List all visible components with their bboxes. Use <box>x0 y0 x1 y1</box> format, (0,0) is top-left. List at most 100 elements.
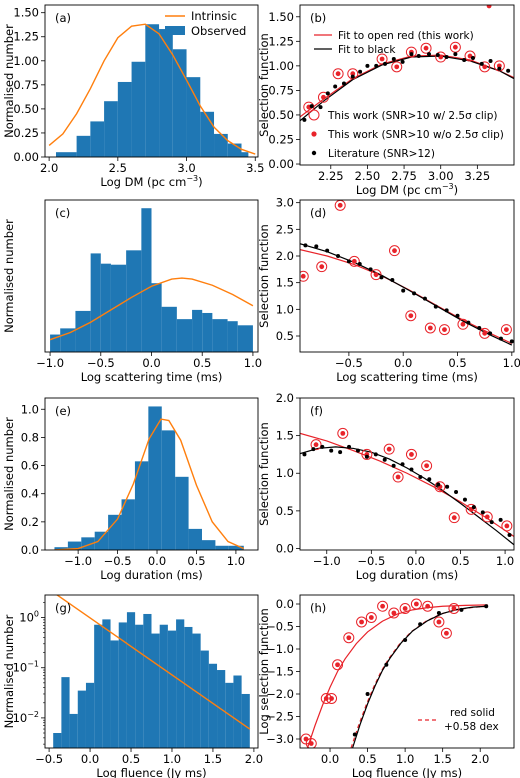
black-point <box>444 308 449 313</box>
histogram-bar <box>215 545 229 550</box>
open-red-marker <box>405 448 417 460</box>
black-point <box>302 117 307 122</box>
plot-area <box>48 23 256 157</box>
intrinsic-curve <box>49 277 254 341</box>
y-tick-label: 0.25 <box>268 132 294 146</box>
open-red-marker <box>405 310 417 322</box>
open-red-marker <box>464 50 476 62</box>
histogram-bar <box>61 677 70 748</box>
black-point <box>352 732 357 737</box>
y-tick-label: 0.6 <box>21 459 39 473</box>
black-point <box>403 638 408 642</box>
x-axis-label: Log scattering time (ms) <box>336 370 478 384</box>
plot-area <box>49 208 254 352</box>
histogram-bar <box>159 624 168 748</box>
y-axis-label: Normalised number <box>2 24 16 138</box>
histogram-bar <box>118 622 127 748</box>
histogram-bar <box>175 476 189 550</box>
panel-d: −0.5 0.0 0.5 1.0 0.5 1.0 1.5 2.0 2.5 3.0 Selection… <box>257 196 520 370</box>
panel-label: (a) <box>55 11 71 25</box>
histogram-bar <box>110 640 119 748</box>
histogram-bar <box>69 713 78 748</box>
histogram-bar <box>159 29 173 157</box>
black-point <box>479 61 484 66</box>
histogram-bar <box>100 263 111 352</box>
open-red-marker <box>303 101 315 113</box>
black-point <box>433 304 438 309</box>
x-tick-label: 1.0 <box>163 752 181 766</box>
histogram-bar <box>212 319 228 352</box>
red-point <box>380 603 385 609</box>
y-tick-label: 0.00 <box>13 150 39 164</box>
axes-frame <box>299 4 515 166</box>
open-red-marker <box>434 481 446 493</box>
red-point <box>424 463 430 469</box>
red-point <box>484 514 490 520</box>
y-axis-label: Selection function <box>257 33 271 137</box>
black-point <box>445 484 450 489</box>
histogram-bar <box>176 319 193 352</box>
red-point <box>436 619 442 625</box>
black-point <box>444 55 449 60</box>
histogram-bar <box>55 152 77 157</box>
x-tick-label: −1.0 <box>36 356 64 370</box>
histogram-bar <box>228 545 244 550</box>
black-point <box>498 517 503 522</box>
legend-observed-label: Observed <box>191 24 246 38</box>
x-axis-label: Log fluence (Jy ms) <box>352 766 462 778</box>
x-tick-label: 1.0 <box>496 554 514 568</box>
black-point <box>400 462 405 467</box>
red-point <box>335 662 340 668</box>
x-tick-label: 2.25 <box>318 169 344 183</box>
y-tick-label: 2.0 <box>276 391 294 405</box>
axes-frame <box>299 199 515 353</box>
y-tick-label: 0.5 <box>276 504 294 518</box>
panel-a: 2.0 2.5 3.0 3.5 0.00 0.25 0.50 0.75 1.00 1.25 1.50… <box>2 4 264 175</box>
y-tick-label: 0.50 <box>268 108 294 122</box>
legend-open-red-label: This work (SNR>10 w/ 2.5σ clip) <box>327 110 497 122</box>
open-red-marker <box>391 61 403 73</box>
open-red-marker <box>388 607 400 619</box>
x-axis-label: Log DM (pc cm−3) <box>100 174 202 189</box>
x-tick-label: 0.0 <box>148 554 166 568</box>
x-tick-label: 2.0 <box>40 161 58 175</box>
x-tick-label: 0.0 <box>321 752 339 766</box>
histogram-bar <box>104 101 118 157</box>
red-point <box>423 45 429 51</box>
black-point <box>489 520 494 525</box>
red-point <box>350 71 356 77</box>
open-red-marker <box>356 616 368 628</box>
red-point <box>395 474 401 480</box>
y-tick-label: 0.0 <box>276 597 294 611</box>
legend-open-red-marker <box>308 109 320 121</box>
red-point <box>482 330 488 336</box>
x-tick-label: 2.5 <box>109 161 127 175</box>
black-point <box>391 56 396 61</box>
x-tick-label: 3.25 <box>465 169 491 183</box>
black-fit-line <box>300 243 513 346</box>
red-point <box>351 258 357 264</box>
intrinsic-curve <box>48 23 256 155</box>
histogram-bar <box>54 547 68 550</box>
x-tick-label: 0.5 <box>358 752 376 766</box>
x-tick-label: 0.0 <box>394 356 412 370</box>
x-tick-label: −0.5 <box>104 554 132 568</box>
histogram-bar <box>121 499 135 550</box>
axes-frame <box>299 397 515 551</box>
histogram-bar <box>143 613 152 748</box>
black-point <box>336 254 341 258</box>
black-point <box>426 52 431 57</box>
x-tick-label: −1.0 <box>64 554 92 568</box>
black-point <box>365 63 370 68</box>
x-tick-label: −1.0 <box>313 554 341 568</box>
black-fit-line <box>351 605 488 748</box>
open-red-marker <box>501 520 513 532</box>
black-point <box>368 267 373 272</box>
red-point <box>425 603 431 609</box>
black-point <box>347 444 352 449</box>
x-tick-label: 1.5 <box>434 752 452 766</box>
histogram-bar <box>77 690 86 748</box>
black-point <box>455 313 460 318</box>
open-red-marker <box>305 738 317 748</box>
black-point <box>422 296 427 301</box>
